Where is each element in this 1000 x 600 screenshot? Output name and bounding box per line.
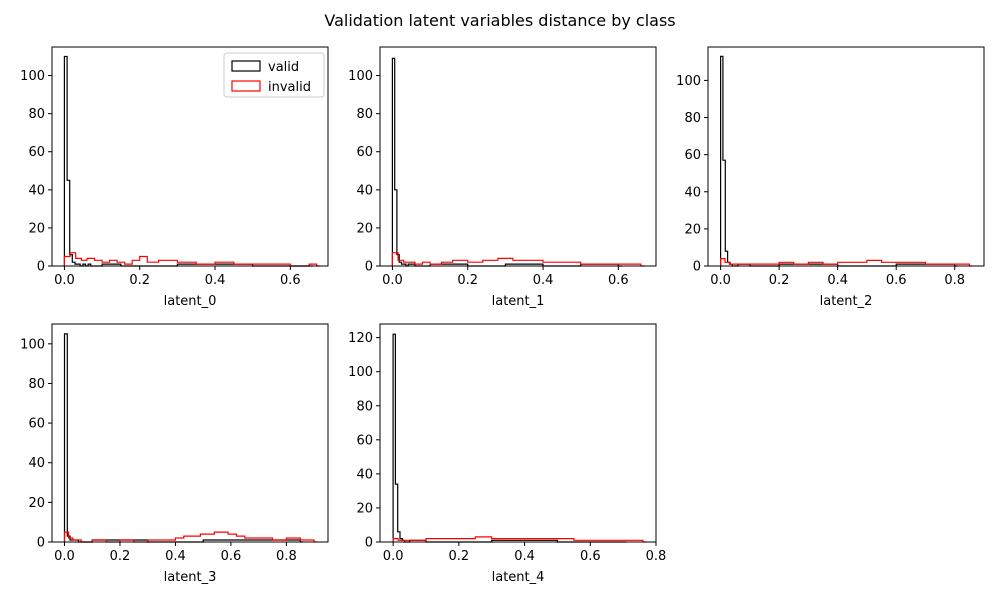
y-tick-label: 60	[28, 417, 45, 432]
y-tick-label: 20	[28, 221, 45, 236]
y-tick-label: 60	[684, 148, 701, 163]
y-tick-label: 0	[365, 260, 373, 275]
x-tick-label: 0.2	[457, 273, 478, 288]
x-axis-label: latent_4	[492, 570, 545, 585]
y-tick-label: 100	[20, 337, 45, 352]
y-tick-label: 80	[356, 399, 373, 414]
series-invalid-line	[63, 252, 321, 267]
y-tick-label: 40	[356, 183, 373, 198]
y-tick-label: 80	[28, 377, 45, 392]
y-tick-label: 100	[676, 74, 701, 89]
subplot-latent-2: 0.0 0.2 0.4 0.6 0.8 0 20 40 60 80 100 latent_2	[676, 46, 985, 309]
x-tick-label: 0.6	[608, 273, 629, 288]
x-tick-label: 0.8	[646, 549, 667, 564]
y-tick-label: 40	[28, 183, 45, 198]
x-tick-label: 0.6	[580, 549, 601, 564]
series-invalid-line	[391, 252, 645, 267]
x-tick-label: 0.2	[769, 273, 790, 288]
legend-swatch-valid	[231, 60, 261, 72]
axes-frame	[707, 46, 985, 267]
x-tick-label: 0.6	[221, 549, 242, 564]
axes-frame	[51, 323, 329, 543]
subplot-latent-1: 0.0 0.2 0.4 0.6 0 20 40 60 80 100 latent_1	[348, 46, 657, 309]
x-tick-label: 0.0	[382, 273, 403, 288]
y-tick-label: 100	[348, 365, 373, 380]
y-tick-label: 40	[684, 185, 701, 200]
x-tick-label: 0.2	[129, 273, 150, 288]
x-tick-label: 0.4	[827, 273, 848, 288]
series-valid-line	[392, 333, 627, 543]
y-tick-label: 0	[37, 536, 45, 551]
x-tick-label: 0.6	[280, 273, 301, 288]
x-tick-label: 0.6	[886, 273, 907, 288]
x-tick-label: 0.0	[54, 273, 75, 288]
legend-label-invalid: invalid	[268, 80, 311, 95]
y-tick-label: 0	[37, 260, 45, 275]
y-tick-label: 60	[356, 433, 373, 448]
axes-frame	[379, 46, 657, 267]
x-tick-label: 0.4	[514, 549, 535, 564]
axes-frame	[379, 323, 657, 543]
y-tick-label: 100	[348, 69, 373, 84]
y-tick-label: 20	[356, 221, 373, 236]
y-tick-label: 100	[20, 69, 45, 84]
subplot-latent-4: 0.0 0.2 0.4 0.6 0.8 0 20 40 60 80 100 120 latent_4	[348, 323, 667, 585]
x-axis-label: latent_3	[164, 570, 217, 585]
x-tick-label: 0.8	[276, 549, 297, 564]
legend-swatch-invalid	[231, 80, 261, 92]
legend-label-valid: valid	[268, 60, 299, 75]
x-tick-label: 0.4	[205, 273, 226, 288]
subplot-latent-3: 0.0 0.2 0.4 0.6 0.8 0 20 40 60 80 100 latent_3	[20, 323, 329, 585]
y-tick-label: 80	[356, 107, 373, 122]
y-tick-label: 20	[356, 501, 373, 516]
x-tick-label: 0.0	[710, 273, 731, 288]
y-tick-label: 60	[356, 145, 373, 160]
y-tick-label: 80	[28, 107, 45, 122]
series-invalid-line	[720, 258, 973, 267]
subplot-latent-0: 0.0 0.2 0.4 0.6 0 20 40 60 80 100 latent_0	[20, 46, 329, 309]
series-invalid-line	[392, 536, 647, 543]
x-tick-label: 0.0	[383, 549, 404, 564]
x-tick-label: 0.2	[449, 549, 470, 564]
figure-title: Validation latent variables distance by …	[324, 11, 675, 30]
x-tick-label: 0.0	[54, 549, 75, 564]
legend-box	[223, 52, 325, 98]
y-tick-label: 80	[684, 111, 701, 126]
y-tick-label: 20	[684, 222, 701, 237]
x-tick-label: 0.2	[110, 549, 131, 564]
axes-frame	[51, 46, 329, 267]
y-tick-label: 0	[693, 260, 701, 275]
y-tick-label: 120	[348, 331, 373, 346]
x-tick-label: 0.4	[165, 549, 186, 564]
x-axis-label: latent_1	[492, 294, 545, 309]
y-tick-label: 20	[28, 496, 45, 511]
y-tick-label: 40	[356, 467, 373, 482]
x-axis-label: latent_2	[820, 294, 873, 309]
x-tick-label: 0.8	[944, 273, 965, 288]
y-tick-label: 0	[365, 536, 373, 551]
x-axis-label: latent_0	[164, 294, 217, 309]
y-tick-label: 60	[28, 145, 45, 160]
y-tick-label: 40	[28, 456, 45, 471]
legend: valid invalid	[223, 52, 325, 98]
x-tick-label: 0.4	[533, 273, 554, 288]
